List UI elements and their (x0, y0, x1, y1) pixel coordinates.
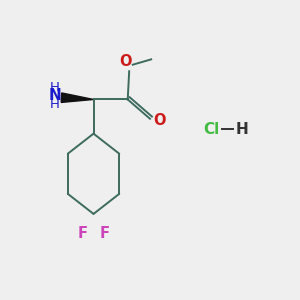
Text: H: H (50, 98, 60, 111)
Text: H: H (50, 81, 60, 94)
Text: O: O (154, 113, 166, 128)
Text: Cl: Cl (203, 122, 220, 137)
Text: O: O (119, 54, 132, 69)
Text: N: N (49, 88, 61, 103)
Polygon shape (61, 93, 94, 102)
Text: F: F (100, 226, 110, 242)
Text: H: H (236, 122, 248, 137)
Text: F: F (77, 226, 87, 242)
